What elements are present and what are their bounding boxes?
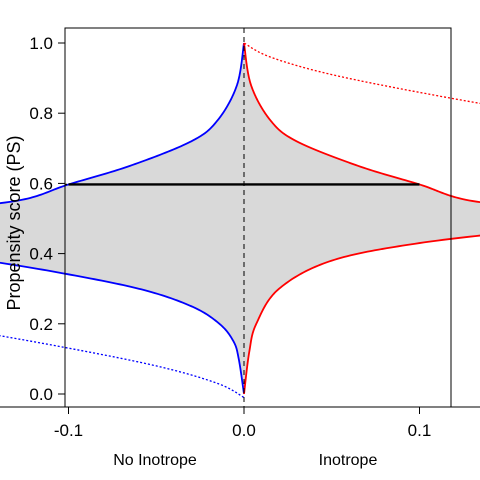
left-group-label: No Inotrope: [113, 452, 197, 469]
x-tick-label: 0.0: [232, 421, 256, 440]
y-tick-label: 0.2: [29, 315, 53, 334]
x-tick-label: -0.1: [54, 421, 83, 440]
y-tick-label: 0.4: [29, 245, 53, 264]
no-inotrope-density-solid: [0, 42, 245, 395]
right-group-label: Inotrope: [319, 452, 378, 469]
axes-layer: -0.3-0.2-0.10.00.10.20.30.00.20.40.60.81…: [0, 27, 480, 440]
y-tick-label: 0.6: [29, 174, 53, 193]
y-tick-label: 0.0: [29, 385, 53, 404]
y-tick-label: 0.8: [29, 104, 53, 123]
plot-layer: [0, 28, 480, 407]
x-tick-label: 0.1: [408, 421, 432, 440]
shaded-region: [0, 43, 480, 394]
y-axis-title: Propensity score (PS): [4, 135, 24, 310]
y-tick-label: 1.0: [29, 34, 53, 53]
inotrope-density-solid: [243, 42, 480, 395]
